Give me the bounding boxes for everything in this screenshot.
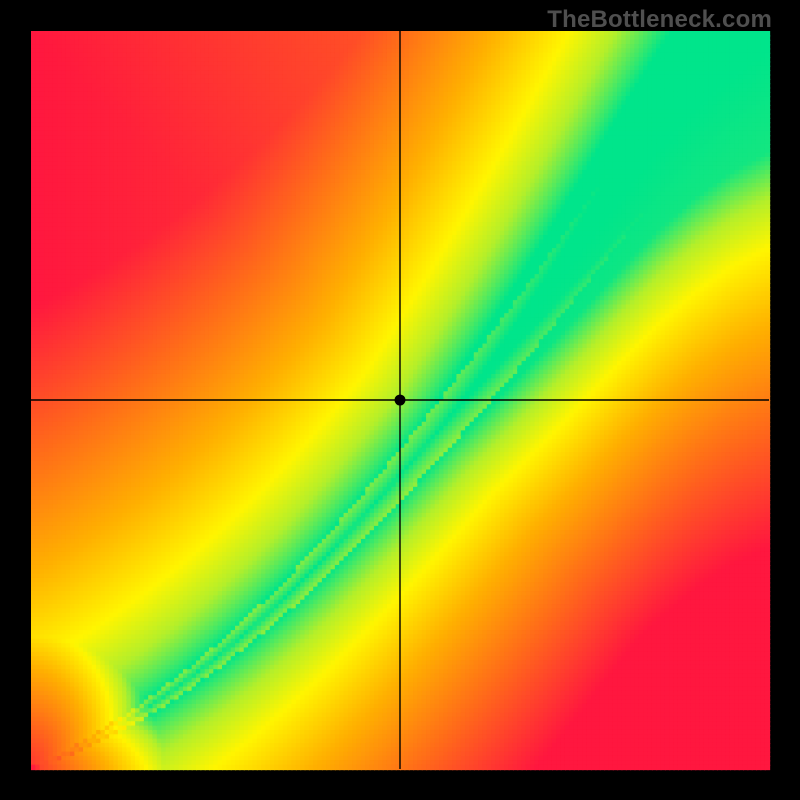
chart-container: TheBottleneck.com: [0, 0, 800, 800]
bottleneck-heatmap: [0, 0, 800, 800]
watermark-text: TheBottleneck.com: [547, 6, 772, 34]
